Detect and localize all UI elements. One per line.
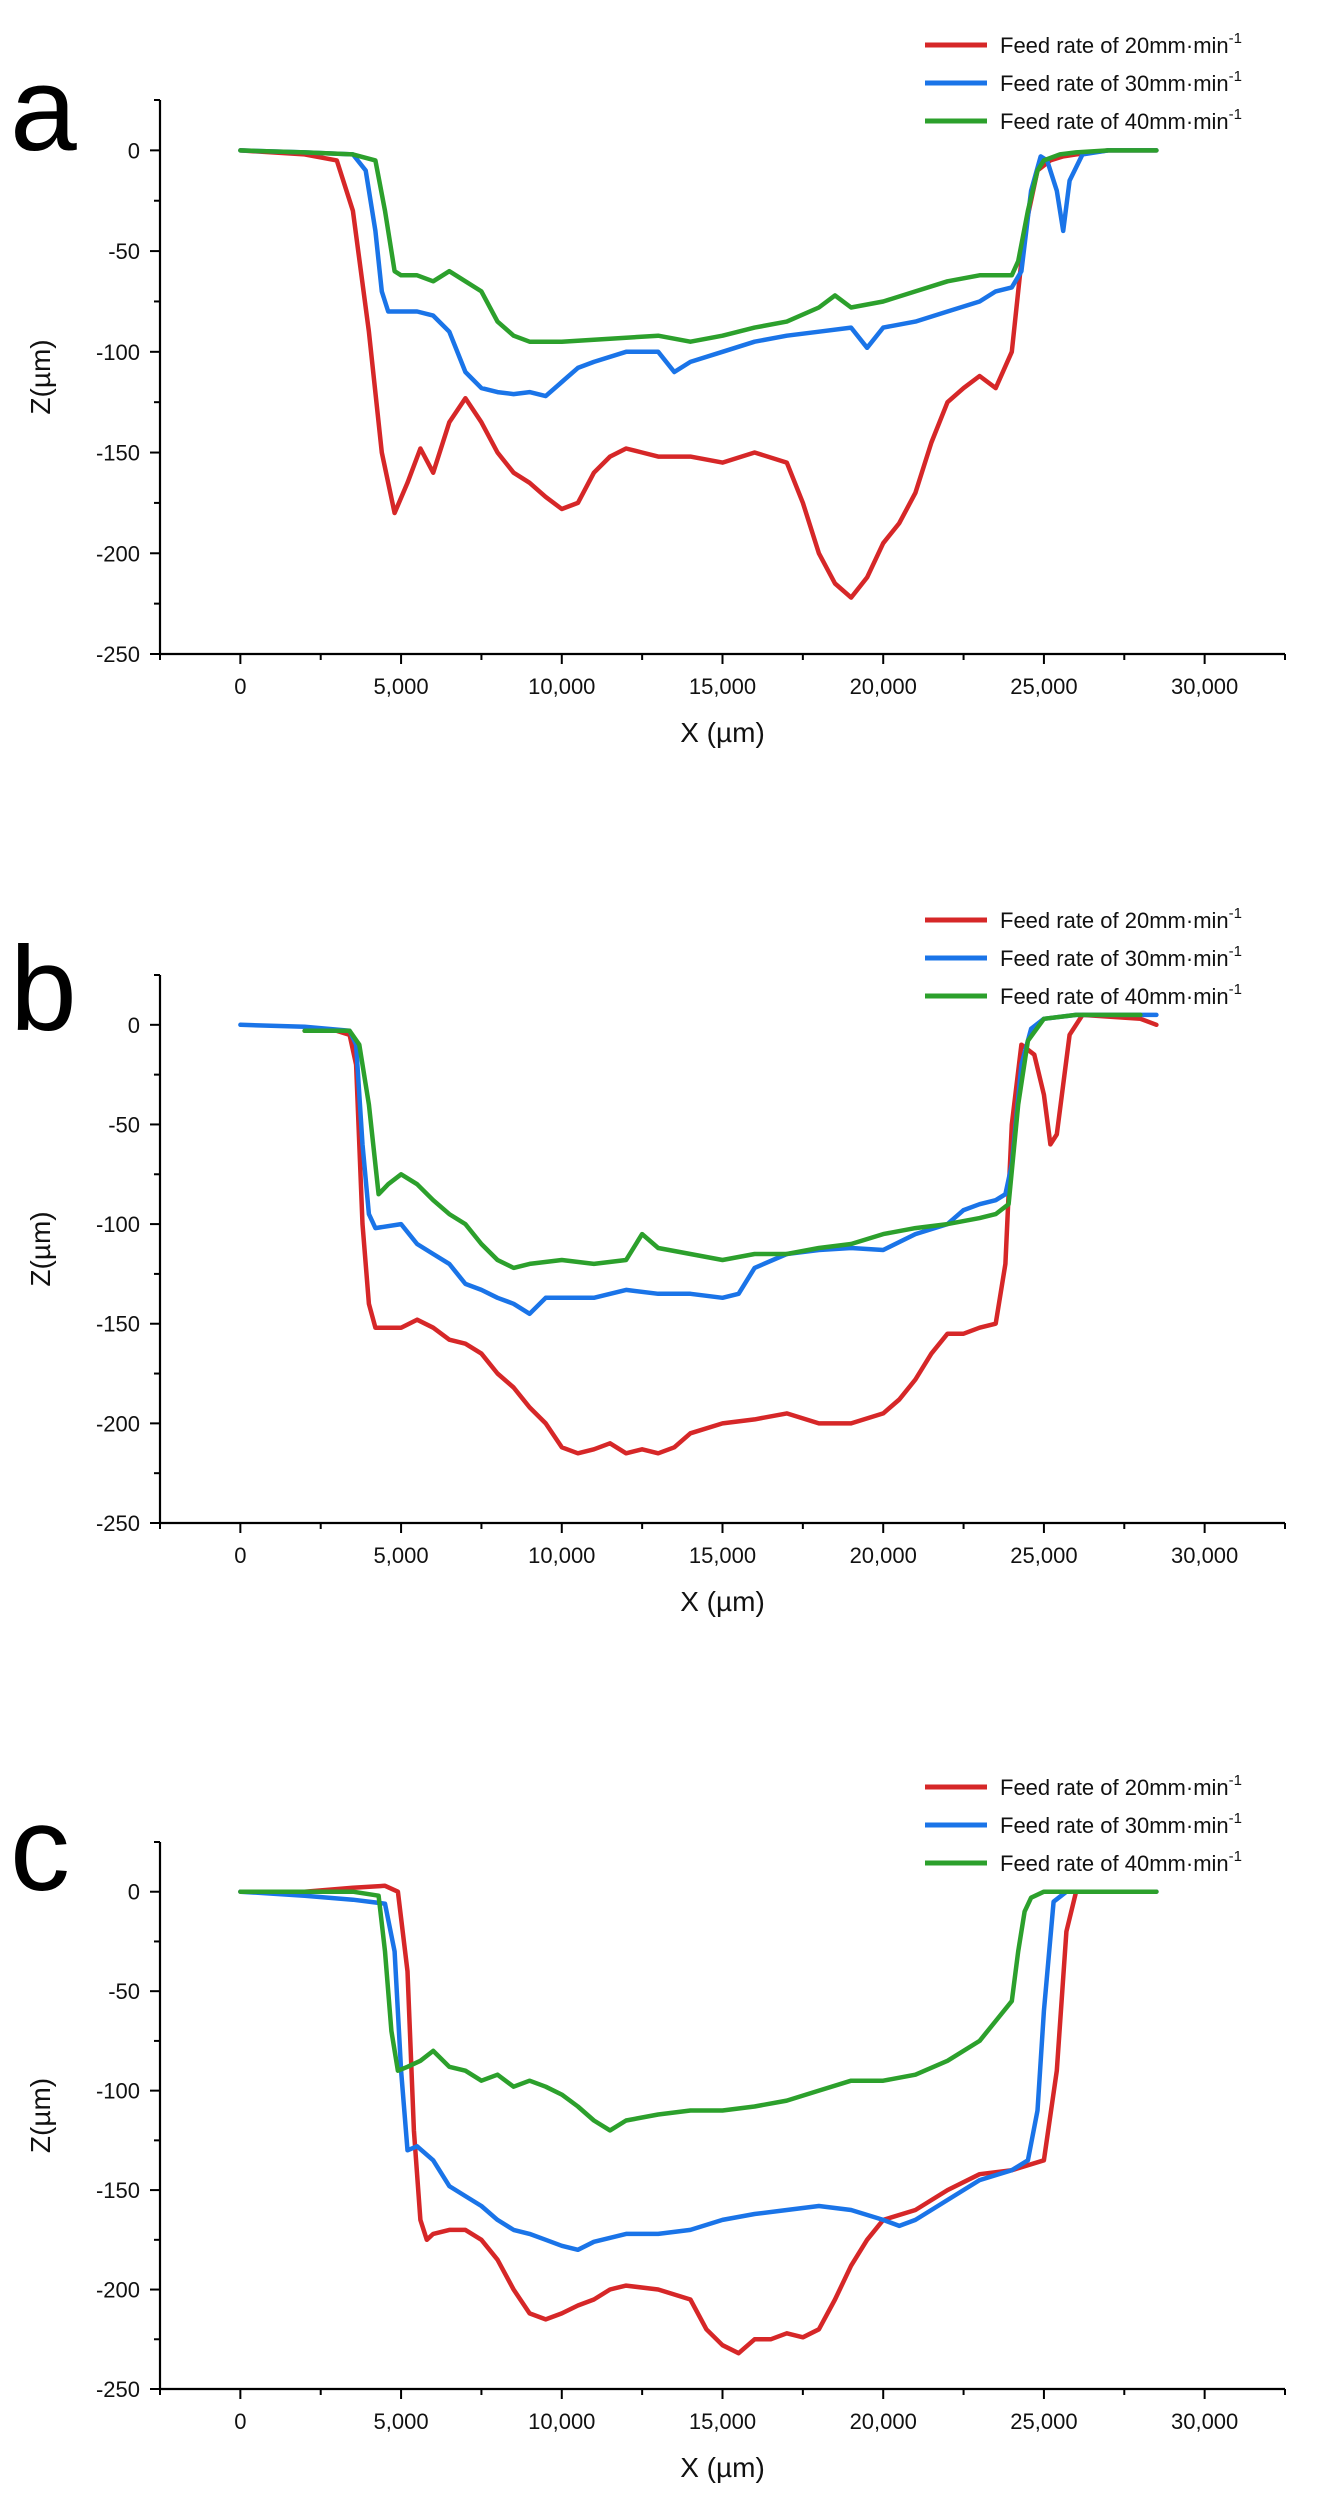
- series-line-1: [238, 148, 1159, 600]
- x-tick-label: 10,000: [528, 674, 595, 699]
- y-tick-label: -100: [96, 340, 140, 365]
- y-tick-label: -200: [96, 541, 140, 566]
- x-tick-label: 25,000: [1010, 1543, 1077, 1568]
- x-tick-label: 10,000: [528, 2409, 595, 2434]
- chart-panel-b: b 0 -50 -100 -150 -200 -250 0 5,000 10,000 15,000 2…: [10, 905, 1286, 1617]
- x-axis-title: X (µm): [680, 717, 765, 748]
- y-tick-label: -250: [96, 1511, 140, 1536]
- x-tick-label: 30,000: [1171, 1543, 1238, 1568]
- series-line-1: [302, 1012, 1159, 1456]
- legend-label: Feed rate of 30mm·min-1: [1000, 943, 1242, 971]
- chart-panel-c: c 0 -50 -100 -150 -200 -250 0 5,000 10,000 15,000 2…: [10, 1772, 1286, 2483]
- y-tick-label: 0: [128, 1013, 140, 1038]
- series-line-3: [238, 148, 1159, 344]
- y-axis-title: Z(µm): [25, 2078, 56, 2153]
- series-line-1: [238, 1883, 1159, 2356]
- x-tick-label: 25,000: [1010, 674, 1077, 699]
- x-tick-label: 20,000: [850, 674, 917, 699]
- x-tick-label: 30,000: [1171, 674, 1238, 699]
- y-tick-label: 0: [128, 138, 140, 163]
- y-tick-label: -50: [108, 1979, 140, 2004]
- legend-label: Feed rate of 20mm·min-1: [1000, 1772, 1242, 1800]
- legend-label: Feed rate of 20mm·min-1: [1000, 30, 1242, 58]
- legend-label: Feed rate of 40mm·min-1: [1000, 1848, 1242, 1876]
- y-tick-label: -100: [96, 2079, 140, 2104]
- series-line-3: [302, 1012, 1143, 1271]
- y-tick-label: -150: [96, 441, 140, 466]
- x-tick-label: 20,000: [850, 1543, 917, 1568]
- y-axis-title: Z(µm): [25, 1211, 56, 1286]
- x-tick-label: 5,000: [374, 674, 429, 699]
- x-tick-label: 25,000: [1010, 2409, 1077, 2434]
- legend-label: Feed rate of 20mm·min-1: [1000, 905, 1242, 933]
- y-tick-label: -250: [96, 642, 140, 667]
- x-tick-label: 0: [234, 2409, 246, 2434]
- y-axis-title: Z(µm): [25, 339, 56, 414]
- x-axis-title: X (µm): [680, 2452, 765, 2483]
- x-tick-label: 15,000: [689, 2409, 756, 2434]
- series-line-2: [238, 1012, 1159, 1317]
- x-tick-label: 0: [234, 674, 246, 699]
- y-tick-label: -200: [96, 2278, 140, 2303]
- legend-label: Feed rate of 40mm·min-1: [1000, 106, 1242, 134]
- x-tick-label: 30,000: [1171, 2409, 1238, 2434]
- y-tick-label: -150: [96, 1312, 140, 1337]
- x-tick-label: 5,000: [374, 2409, 429, 2434]
- y-tick-label: -50: [108, 1112, 140, 1137]
- legend-label: Feed rate of 30mm·min-1: [1000, 68, 1242, 96]
- series-line-3: [238, 1889, 1159, 2133]
- legend-label: Feed rate of 40mm·min-1: [1000, 981, 1242, 1009]
- y-tick-label: -150: [96, 2178, 140, 2203]
- series-line-2: [238, 1889, 1159, 2253]
- panel-letter: a: [10, 42, 77, 176]
- y-tick-label: 0: [128, 1880, 140, 1905]
- y-tick-label: -50: [108, 239, 140, 264]
- panel-letter: c: [10, 1782, 70, 1916]
- x-tick-label: 10,000: [528, 1543, 595, 1568]
- x-tick-label: 20,000: [850, 2409, 917, 2434]
- chart-panel-a: a 0 -50 -100 -150 -200 -250 0 5,000 10,000 15,000 2…: [10, 30, 1286, 748]
- x-tick-label: 15,000: [689, 674, 756, 699]
- y-tick-label: -250: [96, 2377, 140, 2402]
- x-axis-title: X (µm): [680, 1586, 765, 1617]
- legend-label: Feed rate of 30mm·min-1: [1000, 1810, 1242, 1838]
- y-tick-label: -100: [96, 1212, 140, 1237]
- x-tick-label: 5,000: [374, 1543, 429, 1568]
- x-tick-label: 0: [234, 1543, 246, 1568]
- x-tick-label: 15,000: [689, 1543, 756, 1568]
- y-tick-label: -200: [96, 1411, 140, 1436]
- panel-letter: b: [10, 922, 77, 1056]
- series-line-2: [238, 148, 1159, 399]
